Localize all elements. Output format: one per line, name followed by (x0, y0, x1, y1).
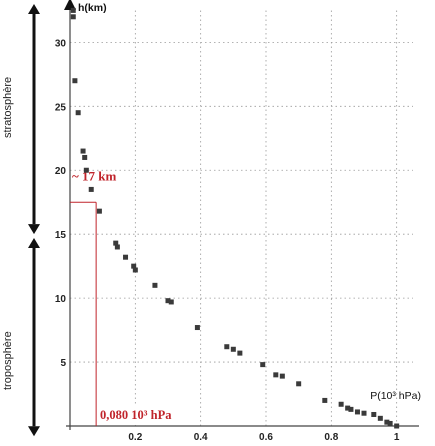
data-point (237, 350, 243, 356)
data-point (168, 299, 174, 305)
tropopause-pressure-label: 0,080 10³ hPa (100, 408, 172, 422)
data-point (88, 186, 94, 192)
layer-arrows (28, 4, 40, 437)
stratosphere-label: stratosphère (2, 76, 14, 138)
data-point (70, 7, 76, 13)
data-point (338, 401, 344, 407)
x-tick-label: 1 (394, 432, 400, 443)
data-point (132, 267, 138, 273)
data-point (354, 409, 360, 415)
data-point (230, 346, 236, 352)
data-point (131, 263, 137, 269)
troposphere-label: troposphère (2, 331, 14, 390)
data-point (361, 410, 367, 416)
x-tick-label: 0.4 (194, 432, 208, 443)
data-point (345, 405, 351, 411)
data-point (152, 282, 158, 288)
axes (64, 0, 419, 430)
data-point (70, 14, 76, 20)
data-point (83, 167, 89, 173)
y-tick-label: 5 (60, 358, 66, 369)
data-point (322, 397, 328, 403)
x-tick-label: 0.2 (128, 432, 142, 443)
data-point (384, 419, 390, 425)
tropopause-annotation: ~ 17 km 0,080 10³ hPa (70, 168, 193, 426)
grid-lines (70, 10, 413, 426)
data-point (165, 298, 171, 304)
data-point (387, 420, 393, 426)
data-point (123, 254, 129, 260)
y-tick-label: 30 (55, 38, 67, 49)
data-point (348, 406, 354, 412)
x-tick-label: 0.6 (259, 432, 273, 443)
tropopause-altitude-label: ~ 17 km (72, 168, 116, 183)
y-axis-label: h(km) (78, 2, 107, 14)
data-point (260, 362, 266, 368)
y-tick-label: 20 (55, 166, 67, 177)
data-point (194, 325, 200, 331)
y-tick-label: 10 (55, 294, 67, 305)
tropopause-pressure-box (97, 404, 193, 425)
data-point (279, 373, 285, 379)
data-point (114, 244, 120, 250)
data-point (72, 78, 78, 84)
data-points (70, 7, 400, 429)
data-point (377, 415, 383, 421)
data-point (224, 344, 230, 350)
data-point (113, 240, 119, 246)
data-point (80, 148, 86, 154)
data-point (82, 154, 88, 160)
stratosphere-arrow (28, 4, 40, 235)
x-axis-label: P(10³ hPa) (370, 390, 421, 402)
troposphere-arrow (28, 238, 40, 437)
data-point (296, 381, 302, 387)
data-point (75, 110, 81, 116)
data-point (394, 423, 400, 429)
data-point (371, 411, 377, 417)
y-tick-label: 25 (55, 102, 67, 113)
data-point (96, 208, 102, 214)
x-tick-label: 0.8 (324, 432, 338, 443)
data-point (273, 372, 279, 378)
y-tick-label: 15 (55, 230, 67, 241)
